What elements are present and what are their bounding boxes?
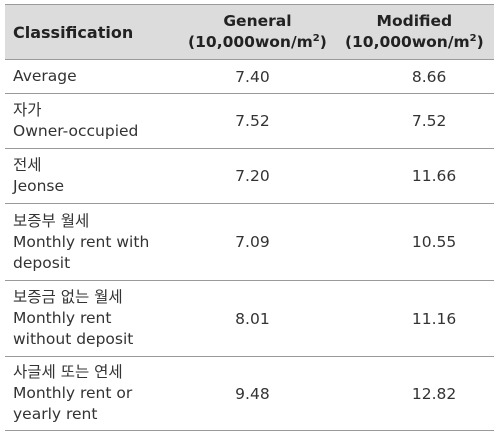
row-label: 자가 Owner-occupied (13, 101, 139, 140)
modified-value: 11.16 (411, 309, 457, 328)
row-label: 보증부 월세 Monthly rent with deposit (13, 211, 150, 272)
general-value: 7.52 (235, 112, 270, 130)
row-label: 사글세 또는 연세 Monthly rent or yearly rent (13, 363, 133, 423)
table-row: Average 7.40 8.66 (5, 60, 494, 94)
table-row: 자가 Owner-occupied 7.52 7.52 (5, 94, 494, 149)
table-row: 보증금 없는 월세 Monthly rent without deposit 8… (5, 281, 494, 357)
table-row: 전세 Jeonse 7.20 11.66 (5, 149, 494, 204)
modified-value: 10.55 (411, 233, 457, 251)
housing-cost-table: Classification General (10,000won/m2) Mo… (5, 4, 494, 431)
general-value: 7.40 (235, 67, 270, 86)
modified-value: 8.66 (411, 67, 447, 86)
modified-value: 7.52 (411, 112, 447, 130)
general-header: General (10,000won/m2) (180, 5, 334, 59)
modified-header-unit: (10,000won/m2) (344, 32, 484, 51)
modified-value: 12.82 (411, 384, 457, 403)
modified-value: 11.66 (411, 167, 457, 185)
row-label: 보증금 없는 월세 Monthly rent without deposit (13, 288, 134, 348)
general-value: 7.09 (235, 233, 270, 251)
general-value: 9.48 (235, 384, 270, 403)
table-row: 보증부 월세 Monthly rent with deposit 7.09 10… (5, 204, 494, 281)
general-value: 8.01 (235, 309, 270, 328)
table-header: Classification General (10,000won/m2) Mo… (5, 4, 494, 60)
classification-header: Classification (13, 22, 134, 42)
general-header-title: General (223, 12, 292, 30)
row-label: Average (13, 67, 77, 85)
row-label: 전세 Jeonse (13, 156, 65, 195)
modified-header-title: Modified (376, 12, 453, 30)
table-row: 사글세 또는 연세 Monthly rent or yearly rent 9.… (5, 357, 494, 431)
general-header-unit: (10,000won/m2) (188, 32, 327, 51)
modified-header: Modified (10,000won/m2) (335, 5, 494, 59)
general-value: 7.20 (235, 167, 270, 185)
